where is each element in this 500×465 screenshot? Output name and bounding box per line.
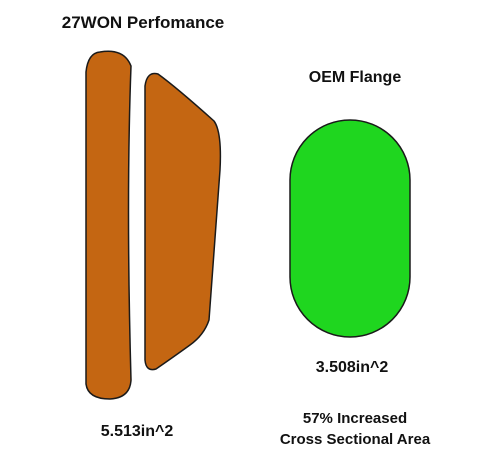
performance-title: 27WON Perfomance — [61, 13, 225, 32]
oem-area-value: 3.508in^2 — [315, 359, 389, 376]
oem-flange-shape — [289, 119, 411, 338]
port-shape-right — [144, 72, 222, 371]
oem-flange-title: OEM Flange — [308, 69, 402, 86]
increase-caption-line-1: 57% Increased — [302, 410, 408, 427]
performance-area-value: 5.513in^2 — [100, 423, 174, 440]
increase-caption: 57% Increased Cross Sectional Area — [265, 408, 445, 450]
port-shape-left — [85, 50, 132, 400]
increase-caption-line-2: Cross Sectional Area — [279, 431, 431, 448]
